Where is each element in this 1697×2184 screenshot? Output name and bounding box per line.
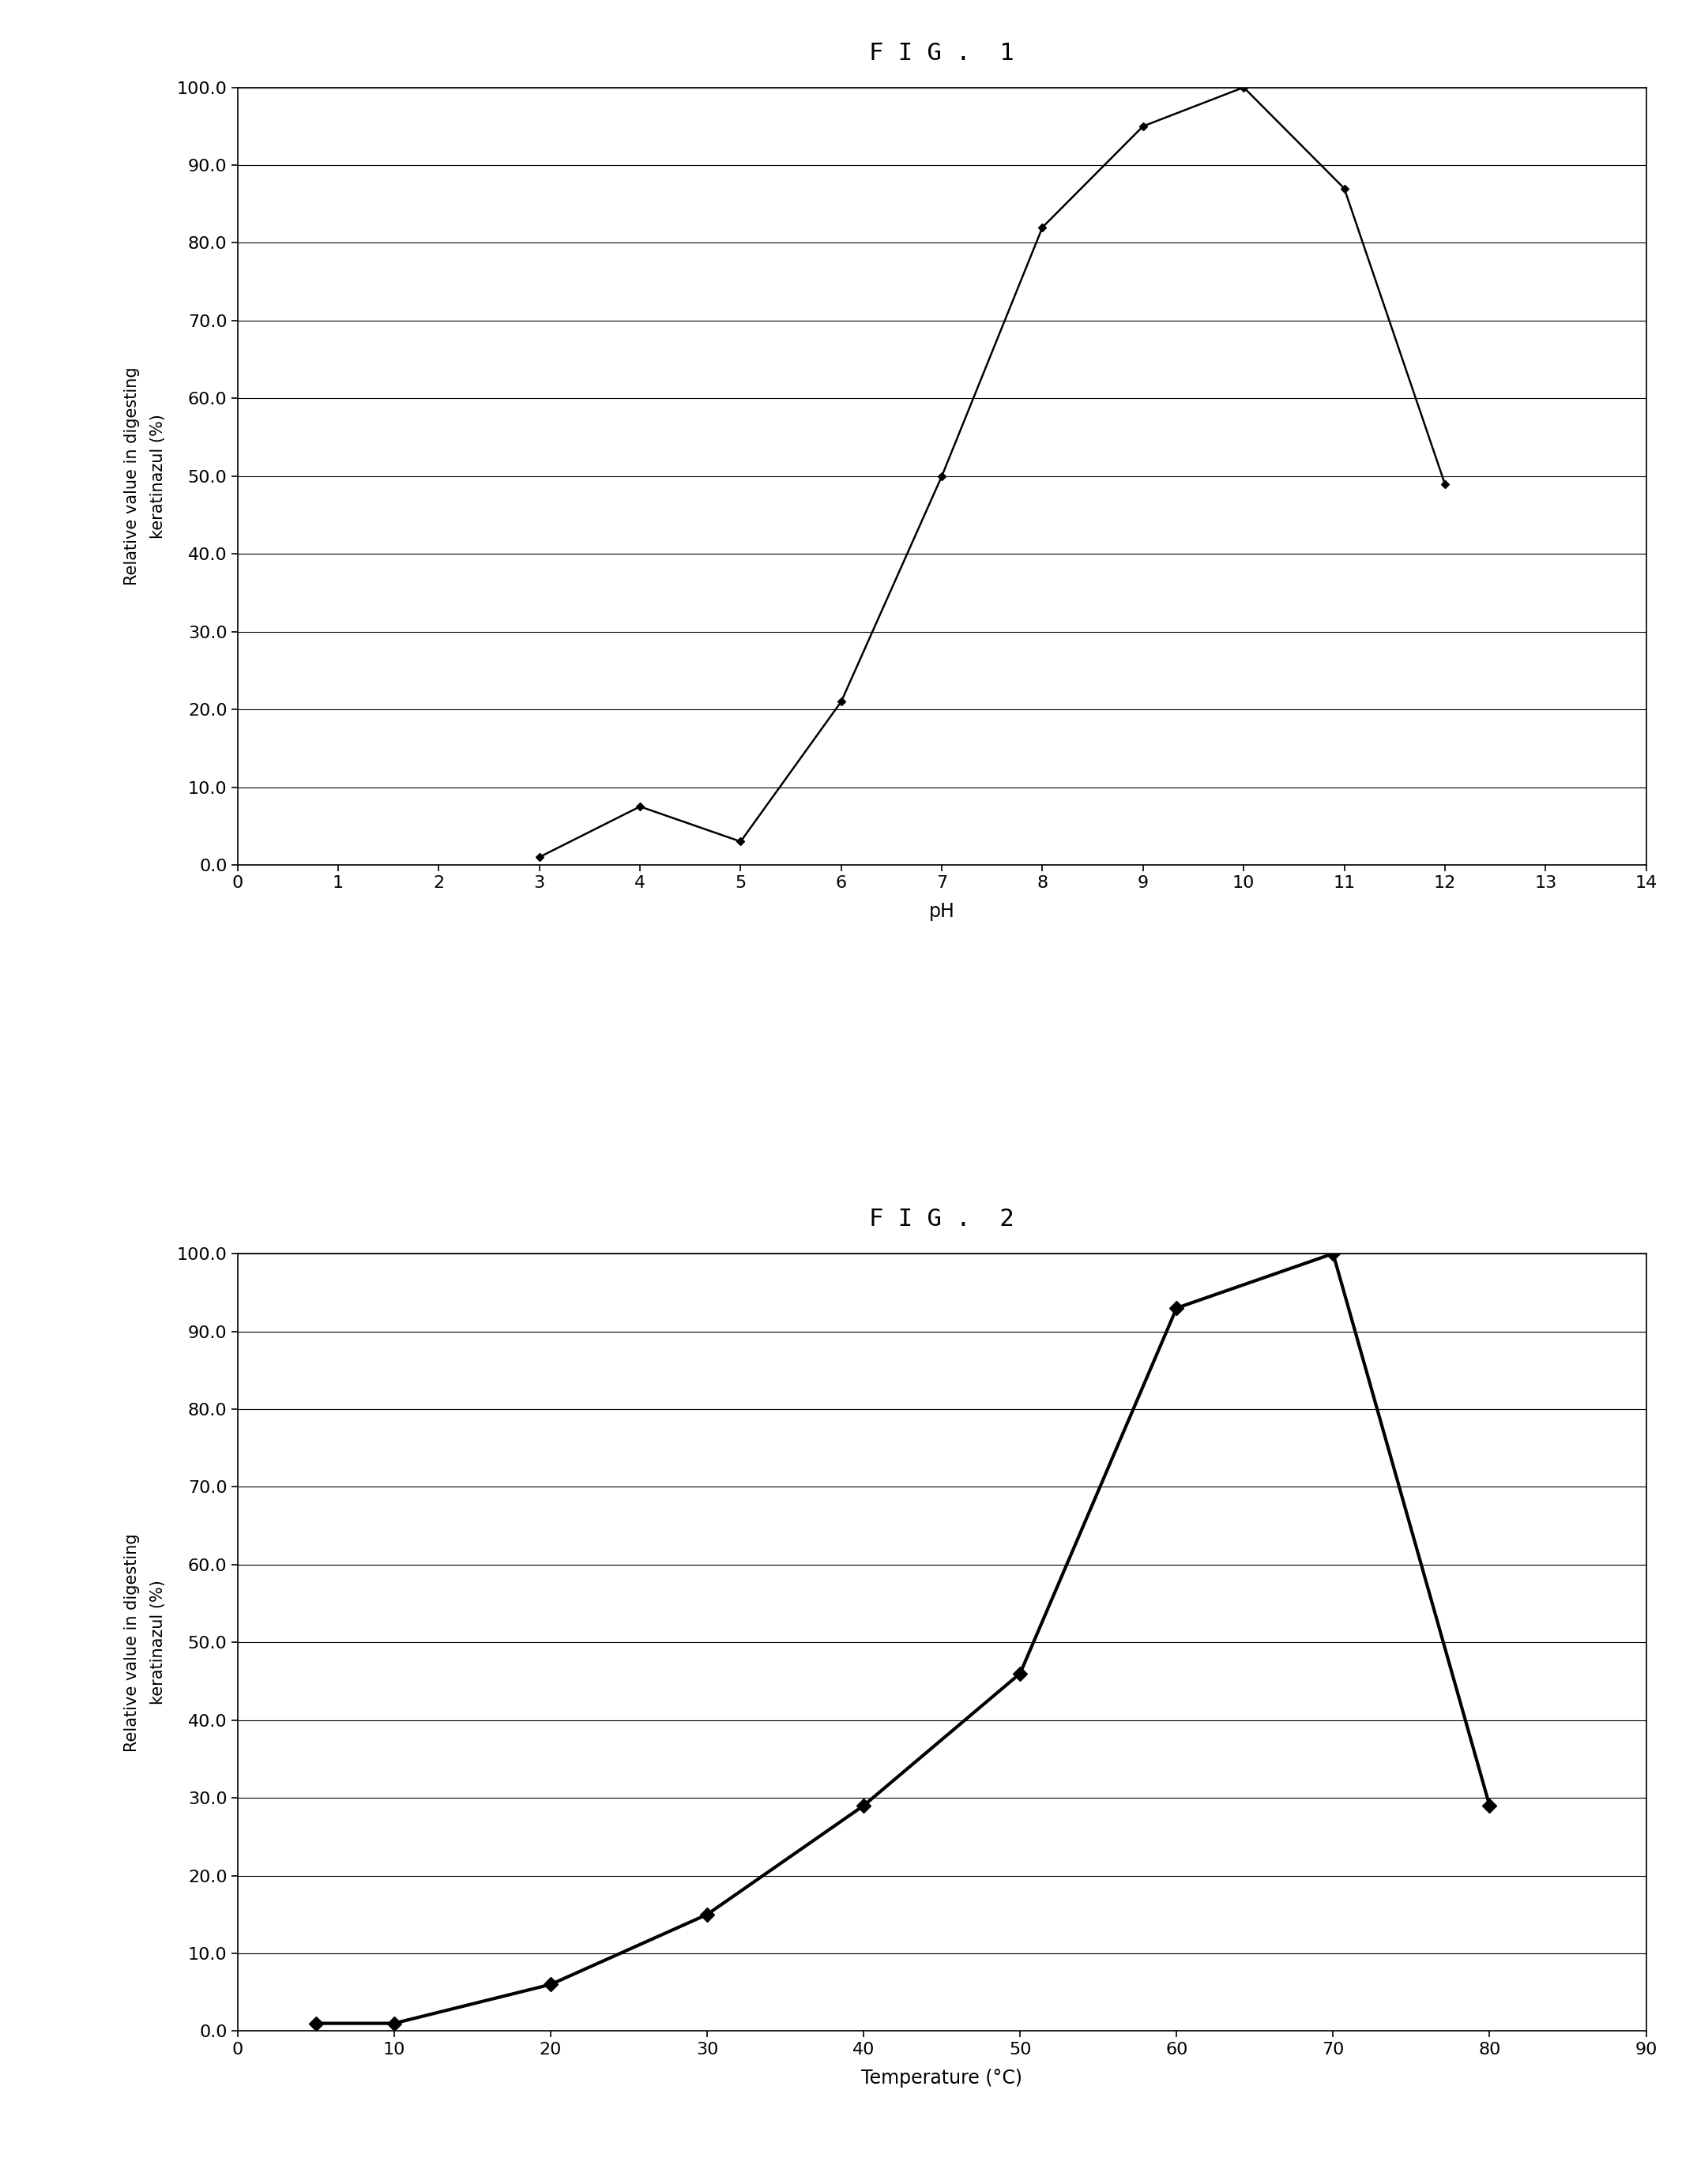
Title: F I G .  1: F I G . 1: [869, 41, 1015, 66]
X-axis label: Temperature (°C): Temperature (°C): [862, 2068, 1022, 2088]
X-axis label: pH: pH: [928, 902, 955, 922]
Title: F I G .  2: F I G . 2: [869, 1208, 1015, 1232]
Y-axis label: Relative value in digesting
keratinazul (%): Relative value in digesting keratinazul …: [124, 367, 166, 585]
Y-axis label: Relative value in digesting
keratinazul (%): Relative value in digesting keratinazul …: [124, 1533, 166, 1752]
